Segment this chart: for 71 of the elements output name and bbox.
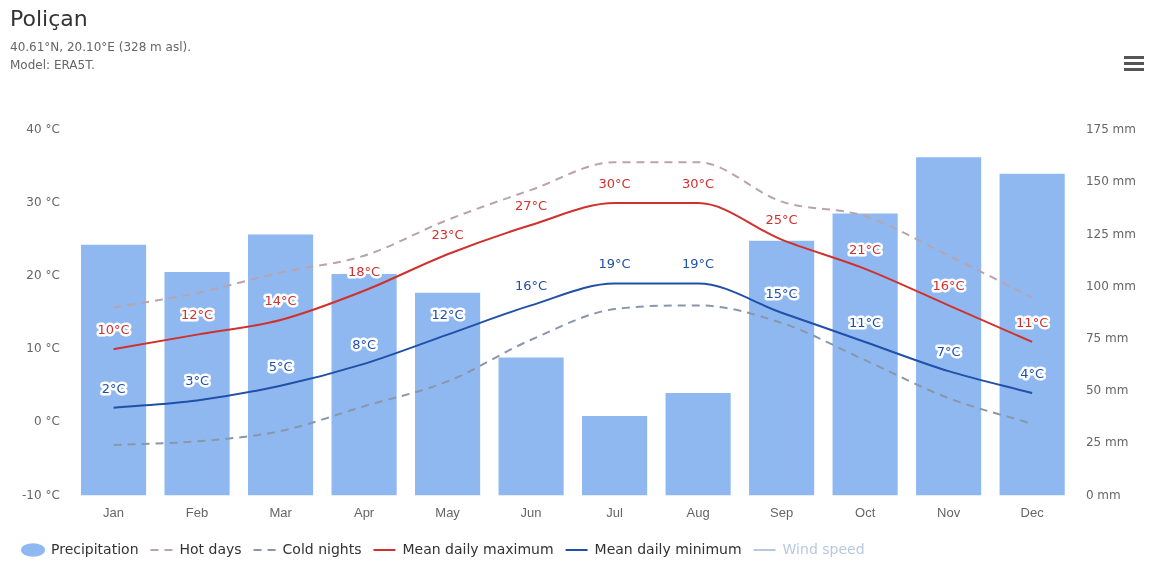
x-tick-label: Feb [185, 504, 209, 520]
x-tick-label: Sep [770, 504, 794, 520]
data-label: 30°C [682, 175, 715, 191]
legend-label: Precipitation [51, 540, 139, 557]
data-label: 25°C [765, 212, 798, 228]
bar [916, 157, 982, 496]
legend-label: Hot days [179, 540, 242, 557]
y2-tick-label: 125 mm [1085, 226, 1137, 241]
data-label: 19°C [682, 256, 715, 272]
legend-label: Cold nights [282, 540, 362, 557]
data-label: 3°C [185, 373, 209, 389]
legend-label: Wind speed [782, 540, 865, 557]
data-label: 12°C [431, 307, 464, 323]
data-label: 10°C [97, 322, 130, 338]
bar [832, 213, 898, 496]
line-series [112, 161, 1034, 309]
chart-title: Poliçan [10, 6, 88, 31]
x-tick-label: Jul [606, 504, 624, 520]
bar [582, 416, 648, 496]
data-label: 8°C [352, 336, 376, 352]
y2-tick-label: 150 mm [1085, 174, 1137, 189]
data-label: 16°C [515, 278, 548, 294]
data-label: 19°C [598, 256, 631, 272]
y-tick-label: 20 °C [26, 268, 60, 283]
x-tick-label: Apr [353, 504, 375, 520]
y2-tick-label: 50 mm [1085, 383, 1129, 398]
y2-tick-label: 25 mm [1085, 435, 1129, 450]
data-label: 12°C [180, 307, 214, 323]
y2-tick-label: 100 mm [1085, 278, 1137, 293]
bar [999, 173, 1065, 496]
bar [248, 234, 314, 496]
bar [164, 271, 230, 496]
y-tick-label: 10 °C [26, 341, 60, 356]
data-label: 23°C [431, 227, 464, 243]
data-label: 16°C [932, 278, 965, 294]
data-label: 11°C [1016, 314, 1049, 330]
legend-label: Mean daily maximum [402, 540, 554, 557]
x-tick-label: Mar [269, 504, 293, 520]
x-tick-label: Jun [520, 504, 542, 520]
x-tick-label: Oct [855, 504, 876, 520]
data-label: 11°C [849, 314, 882, 330]
chart-subtitle: 40.61°N, 20.10°E (328 m asl). [10, 40, 192, 54]
bar [415, 292, 481, 496]
bar [749, 240, 815, 496]
y2-tick-label: 0 mm [1085, 487, 1121, 502]
bar [80, 244, 147, 496]
y2-tick-label: 75 mm [1085, 330, 1129, 345]
data-label: 27°C [515, 197, 548, 213]
x-tick-label: Aug [686, 504, 710, 520]
legend-label: Mean daily minimum [594, 540, 742, 557]
data-label: 15°C [765, 285, 798, 301]
text: Model: ERA5T. [10, 58, 95, 72]
data-label: 7°C [936, 344, 961, 360]
y-tick-label: -10 °C [22, 487, 60, 502]
y-tick-label: 40 °C [26, 122, 60, 137]
bar [665, 393, 731, 496]
bar [498, 357, 564, 496]
data-label: 30°C [598, 175, 631, 191]
data-label: 4°C [1020, 365, 1045, 381]
data-label: 21°C [849, 241, 882, 257]
bar [331, 274, 397, 496]
y-tick-label: 0 °C [33, 414, 60, 429]
x-tick-label: Jan [103, 504, 125, 520]
x-tick-label: Nov [937, 504, 961, 520]
y2-tick-label: 175 mm [1085, 122, 1137, 137]
data-label: 5°C [268, 358, 293, 374]
y-tick-label: 30 °C [26, 195, 60, 210]
x-tick-label: Dec [1020, 504, 1045, 520]
data-label: 14°C [264, 292, 297, 308]
data-label: 2°C [101, 380, 126, 396]
x-tick-label: May [435, 504, 461, 520]
